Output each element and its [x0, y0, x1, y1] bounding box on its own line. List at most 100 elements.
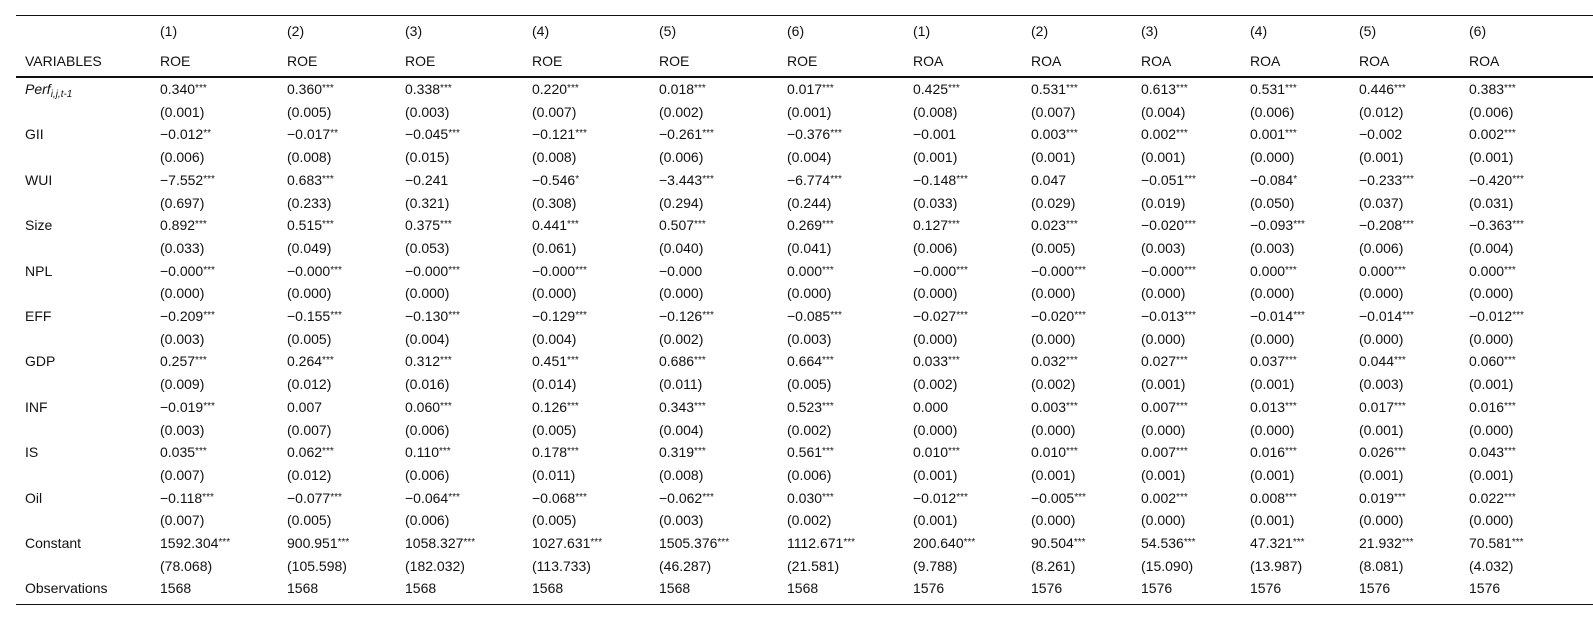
standard-error: (0.008)	[659, 466, 704, 483]
coefficient: −0.000***	[1141, 262, 1196, 280]
coefficient-value: 0.338	[405, 81, 441, 97]
standard-error: (21.581)	[787, 557, 840, 574]
coefficient-value: 0.060	[1469, 353, 1505, 370]
standard-error: (0.000)	[1469, 285, 1514, 302]
coefficient: 0.340***	[160, 80, 207, 98]
standard-error: (0.001)	[1141, 466, 1186, 483]
significance-stars: ***	[1184, 219, 1196, 231]
column-number: (6)	[787, 23, 805, 39]
significance-stars: ***	[1512, 219, 1524, 231]
coefficient-value: 0.018	[659, 81, 695, 97]
coefficient: 0.016***	[1250, 443, 1297, 461]
coefficient: 0.007	[287, 398, 322, 416]
standard-error: (0.040)	[659, 239, 704, 256]
standard-error: (0.003)	[160, 330, 205, 347]
coefficient-value: −0.155	[287, 308, 331, 324]
standard-error: (0.033)	[913, 194, 958, 211]
coefficient: 54.536***	[1141, 534, 1196, 552]
significance-stars: ***	[956, 173, 968, 185]
significance-stars: ***	[1176, 128, 1188, 140]
coefficient: −6.774***	[787, 171, 842, 189]
coefficient-value: 0.613	[1141, 81, 1177, 97]
coefficient-value: −0.000	[1031, 262, 1075, 279]
standard-error: (0.002)	[1031, 376, 1076, 393]
coefficient: 0.375***	[405, 216, 452, 234]
significance-stars: ***	[702, 491, 714, 503]
coefficient: −0.148***	[913, 171, 968, 189]
coefficient-value: 0.343	[659, 398, 695, 415]
coefficient-value: −0.014	[1359, 308, 1403, 324]
standard-error: (0.000)	[659, 285, 704, 302]
significance-stars: ***	[1394, 491, 1406, 503]
coefficient: −0.376***	[787, 125, 842, 143]
row-label: Observations	[25, 580, 108, 597]
standard-error: (0.000)	[1250, 330, 1295, 347]
coefficient: 0.019***	[1359, 489, 1406, 507]
observations: 1576	[1469, 580, 1501, 597]
coefficient-value: 0.062	[287, 444, 323, 461]
standard-error: (0.008)	[913, 103, 958, 120]
standard-error: (0.004)	[787, 149, 832, 166]
coefficient-value: −0.077	[287, 489, 331, 506]
standard-error: (0.019)	[1141, 194, 1186, 211]
coefficient-value: 1112.671	[787, 535, 844, 551]
standard-error: (0.001)	[913, 512, 958, 529]
standard-error: (0.007)	[1031, 103, 1076, 120]
significance-stars: ***	[218, 537, 231, 548]
significance-stars: ***	[1402, 173, 1414, 185]
significance-stars: ***	[1285, 83, 1297, 94]
standard-error: (0.000)	[1359, 285, 1404, 302]
significance-stars: ***	[440, 83, 452, 94]
coefficient: 0.531***	[1031, 80, 1078, 98]
coefficient: 0.002***	[1141, 125, 1188, 143]
coefficient: −0.209***	[160, 307, 215, 325]
significance-stars: ***	[956, 310, 968, 321]
significance-stars: ***	[1285, 264, 1297, 276]
coefficient: 21.932***	[1359, 534, 1414, 552]
significance-stars: ***	[1292, 537, 1305, 548]
significance-stars: ***	[448, 264, 460, 276]
coefficient-value: −0.129	[532, 308, 576, 324]
coefficient: 0.000***	[1359, 262, 1406, 280]
standard-error: (0.244)	[787, 194, 832, 211]
standard-error: (113.733)	[532, 557, 591, 574]
coefficient-value: 0.523	[787, 398, 823, 415]
significance-stars: ***	[1504, 128, 1516, 140]
significance-stars: ***	[694, 219, 706, 231]
coefficient-value: −0.118	[160, 489, 203, 506]
standard-error: (0.008)	[532, 149, 577, 166]
coefficient-value: 1505.376	[659, 535, 718, 551]
observations: 1576	[1141, 580, 1173, 597]
observations: 1576	[913, 580, 945, 597]
standard-error: (9.788)	[913, 557, 958, 574]
coefficient: −0.000***	[1031, 262, 1086, 280]
standard-error: (0.016)	[405, 376, 450, 393]
observations: 1568	[532, 580, 564, 597]
significance-stars: ***	[948, 355, 960, 367]
observations: 1568	[287, 580, 319, 597]
coefficient: −0.062***	[659, 489, 714, 507]
coefficient-value: 900.951	[287, 535, 338, 551]
coefficient-value: −7.552	[160, 171, 204, 188]
coefficient-value: 0.019	[1359, 489, 1395, 506]
column-name: ROA	[1469, 53, 1500, 69]
standard-error: (0.012)	[287, 466, 332, 483]
coefficient: −0.093***	[1250, 216, 1305, 234]
standard-error: (0.012)	[287, 376, 332, 393]
coefficient: 0.035***	[160, 443, 207, 461]
standard-error: (0.000)	[1141, 512, 1186, 529]
standard-error: (0.033)	[160, 239, 205, 256]
row-label: Perfi,j,t-1	[25, 80, 72, 100]
coefficient: 0.027***	[1141, 352, 1188, 370]
significance-stars: ***	[195, 219, 207, 231]
significance-stars: ***	[1394, 264, 1406, 276]
standard-error: (0.007)	[287, 421, 332, 438]
coefficient-value: −0.000	[913, 262, 957, 279]
coefficient-value: 0.030	[787, 489, 823, 506]
standard-error: (0.015)	[405, 149, 450, 166]
coefficient: 0.000***	[787, 262, 834, 280]
coefficient-value: 0.451	[532, 353, 568, 370]
significance-stars: ***	[948, 219, 960, 231]
standard-error: (0.007)	[532, 103, 577, 120]
standard-error: (0.011)	[659, 376, 703, 393]
